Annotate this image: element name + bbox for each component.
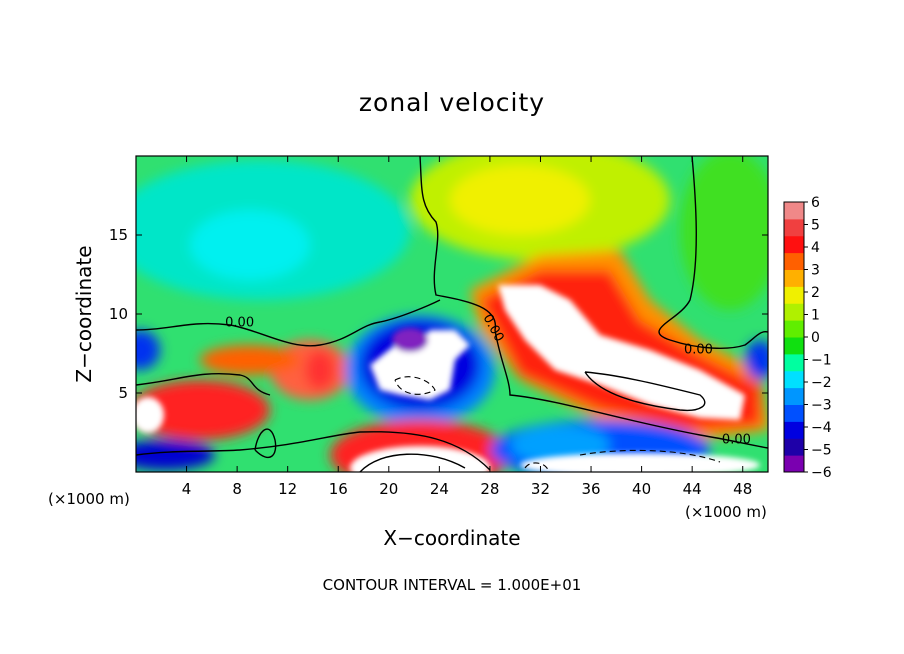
chart-title: zonal velocity xyxy=(358,88,546,117)
x-unit-left: (×1000 m) xyxy=(48,490,130,508)
y-tick-label: 5 xyxy=(118,384,128,402)
colorbar-swatch xyxy=(784,387,804,405)
colorbar-tick-label: 2 xyxy=(811,285,820,301)
colorbar-labels: 6 5 4 3 2 1 0 −1 −2 −3 −4 −5 −6 xyxy=(804,195,832,481)
x-tick-label: 16 xyxy=(329,480,348,498)
x-tick-label: 12 xyxy=(278,480,297,498)
colorbar xyxy=(783,201,805,473)
colorbar-swatch xyxy=(784,269,804,287)
colorbar-tick-label: −1 xyxy=(811,353,832,369)
colorbar-swatch xyxy=(784,353,804,372)
contour-label: 0.00 xyxy=(684,343,713,358)
contour-label: 0.00 xyxy=(722,433,751,448)
x-tick-label: 8 xyxy=(232,480,242,498)
colorbar-tick-label: −2 xyxy=(811,375,832,391)
colorbar-swatch xyxy=(784,438,804,456)
x-tick-label: 44 xyxy=(683,480,702,498)
velocity-field xyxy=(136,156,768,472)
colorbar-swatch xyxy=(784,370,804,389)
colorbar-swatch xyxy=(784,455,804,473)
colorbar-swatch xyxy=(784,303,804,321)
colorbar-swatch xyxy=(784,421,804,439)
x-axis-label: X−coordinate xyxy=(383,526,521,550)
colorbar-tick-label: −6 xyxy=(811,465,832,481)
colorbar-swatch xyxy=(784,337,804,355)
colorbar-tick-label: −3 xyxy=(811,398,832,414)
colorbar-swatch xyxy=(784,286,804,304)
x-tick-label: 28 xyxy=(480,480,499,498)
colorbar-swatch xyxy=(784,218,804,237)
colorbar-tick-label: −5 xyxy=(811,443,832,459)
colorbar-tick-label: 1 xyxy=(811,308,820,324)
colorbar-swatch xyxy=(784,252,804,270)
colorbar-swatch xyxy=(784,235,804,254)
colorbar-swatch xyxy=(784,202,804,220)
colorbar-tick-label: 6 xyxy=(811,195,820,211)
y-tick-label: 10 xyxy=(109,305,128,323)
x-tick-label: 4 xyxy=(182,480,192,498)
x-tick-label: 40 xyxy=(632,480,651,498)
contour-interval-note: CONTOUR INTERVAL = 1.000E+01 xyxy=(322,576,582,594)
colorbar-tick-label: 3 xyxy=(811,263,820,279)
x-unit-right: (×1000 m) xyxy=(685,503,767,521)
colorbar-swatch xyxy=(784,404,804,422)
colorbar-tick-label: −4 xyxy=(811,420,832,436)
colorbar-tick-label: 5 xyxy=(811,218,820,234)
x-tick-label: 48 xyxy=(733,480,752,498)
x-tick-label: 32 xyxy=(531,480,550,498)
colorbar-tick-label: 0 xyxy=(811,330,820,346)
x-tick-label: 20 xyxy=(379,480,398,498)
colorbar-tick-label: 4 xyxy=(811,240,820,256)
colorbar-swatch xyxy=(784,320,804,338)
y-tick-label: 15 xyxy=(109,226,128,244)
x-tick-label: 36 xyxy=(581,480,600,498)
contour-label: 0.00 xyxy=(225,316,254,331)
x-tick-label: 24 xyxy=(430,480,449,498)
y-axis-label: Z−coordinate xyxy=(72,245,96,383)
